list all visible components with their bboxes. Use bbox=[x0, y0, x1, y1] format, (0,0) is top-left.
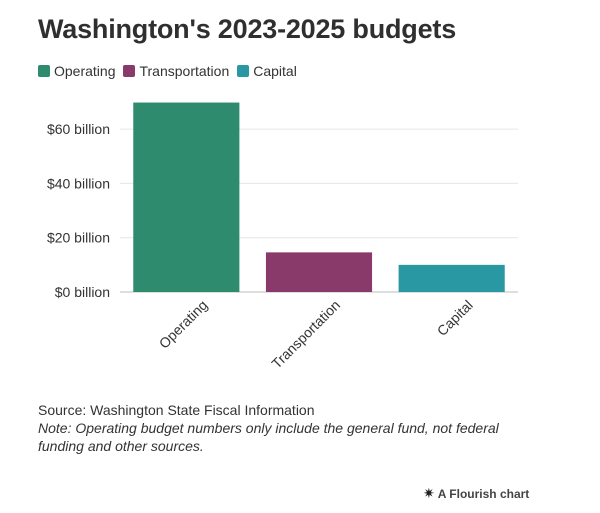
legend-item-capital[interactable]: Capital bbox=[237, 63, 297, 79]
legend: Operating Transportation Capital bbox=[38, 63, 299, 79]
x-tick-label-operating: Operating bbox=[156, 297, 211, 352]
bar-operating[interactable] bbox=[133, 102, 240, 293]
y-tick-label-0: $0 billion bbox=[55, 284, 110, 300]
legend-swatch-capital bbox=[237, 65, 250, 77]
note-text: Note: Operating budget numbers only incl… bbox=[38, 420, 499, 454]
legend-label-transportation: Transportation bbox=[139, 63, 230, 79]
source-text: Source: Washington State Fiscal Informat… bbox=[38, 402, 315, 418]
flourish-credit[interactable]: ✷ A Flourish chart bbox=[423, 485, 529, 502]
x-tick-label-capital: Capital bbox=[434, 297, 476, 339]
flourish-credit-label: A Flourish chart bbox=[437, 486, 530, 501]
legend-swatch-transportation bbox=[123, 65, 136, 77]
legend-item-operating[interactable]: Operating bbox=[38, 63, 115, 79]
legend-label-capital: Capital bbox=[253, 63, 297, 79]
chart-title: Washington's 2023-2025 budgets bbox=[38, 14, 457, 44]
bar-capital[interactable] bbox=[398, 264, 505, 292]
flourish-star-icon: ✷ bbox=[423, 485, 435, 501]
legend-label-operating: Operating bbox=[54, 63, 116, 79]
legend-swatch-operating bbox=[38, 65, 50, 77]
x-tick-label-transportation: Transportation bbox=[268, 297, 343, 372]
bar-chart: $0 billion $20 billion $40 billion $60 bill… bbox=[47, 102, 518, 372]
y-tick-label-40: $40 billion bbox=[47, 175, 110, 191]
y-tick-label-20: $20 billion bbox=[47, 230, 110, 246]
bar-transportation[interactable] bbox=[265, 252, 373, 292]
y-tick-label-60: $60 billion bbox=[47, 121, 110, 137]
legend-item-transportation[interactable]: Transportation bbox=[123, 63, 229, 79]
